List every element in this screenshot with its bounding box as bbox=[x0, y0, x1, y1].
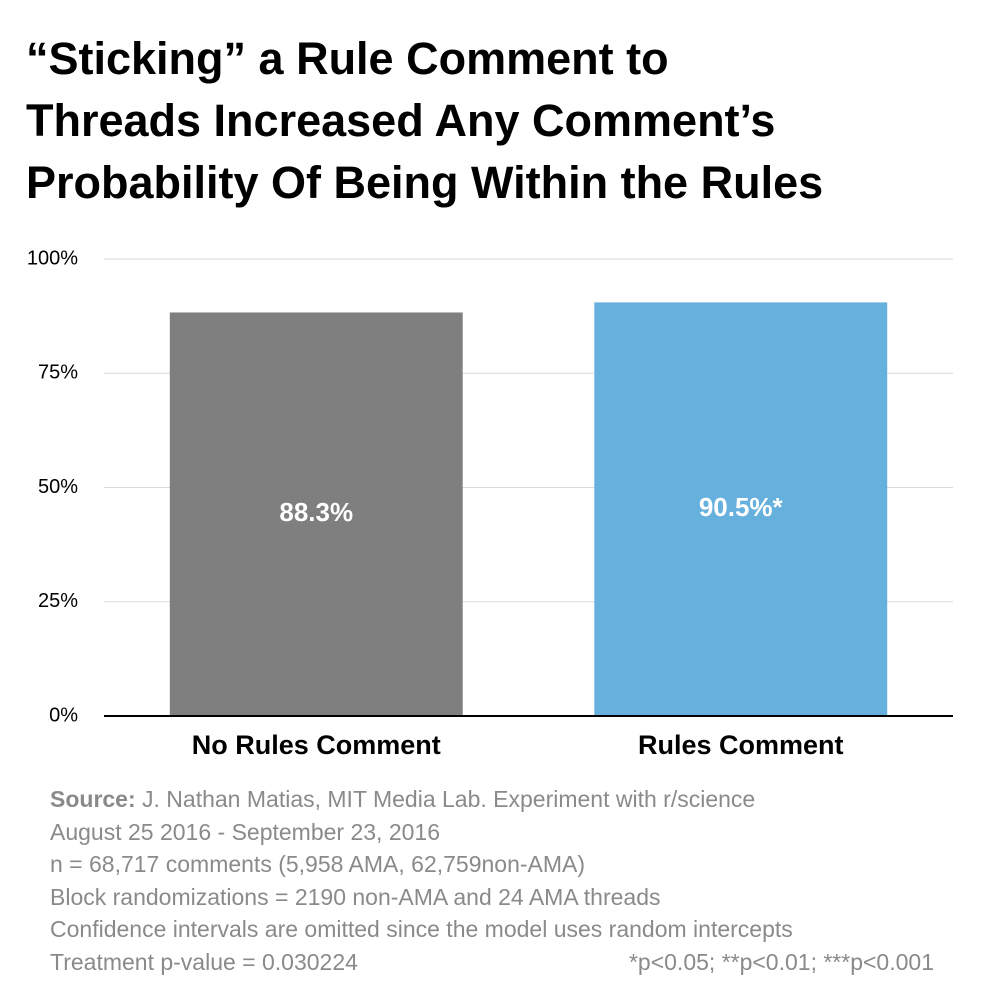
bars: 88.3% No Rules Comment 90.5%* Rules Comment bbox=[169, 302, 888, 760]
y-tick-label: 0% bbox=[49, 704, 78, 726]
bar-data-label: 90.5%* bbox=[699, 492, 784, 522]
chart-title: “Sticking” a Rule Comment to Threads Inc… bbox=[26, 28, 976, 214]
significance-legend: *p<0.05; **p<0.01; ***p<0.001 bbox=[628, 948, 934, 975]
confidence-interval-note: Confidence intervals are omitted since t… bbox=[50, 916, 793, 942]
bar bbox=[169, 312, 463, 716]
bar bbox=[594, 302, 888, 716]
chart-title-line: Threads Increased Any Comment’s bbox=[26, 95, 776, 146]
y-tick-label: 50% bbox=[38, 476, 78, 498]
source-text: J. Nathan Matias, MIT Media Lab. Experim… bbox=[135, 786, 756, 812]
x-category-label: Rules Comment bbox=[638, 730, 844, 760]
bar-chart: 0% 25% 50% 75% 100% 88.3% No Rules Comment 90.… bbox=[27, 247, 953, 760]
p-value-note: Treatment p-value = 0.030224 bbox=[50, 948, 358, 975]
chart-title-line: “Sticking” a Rule Comment to bbox=[26, 33, 669, 84]
source-notes: Source: J. Nathan Matias, MIT Media Lab.… bbox=[50, 783, 950, 978]
randomization-note: Block randomizations = 2190 non-AMA and … bbox=[50, 883, 661, 910]
source-line: Source: J. Nathan Matias, MIT Media Lab.… bbox=[50, 783, 950, 816]
y-tick-label: 25% bbox=[38, 590, 78, 612]
p-value-row: Treatment p-value = 0.030224 *p<0.05; **… bbox=[50, 946, 950, 979]
chart-title-line: Probability Of Being Within the Rules bbox=[26, 157, 824, 208]
source-label: Source: bbox=[50, 786, 136, 812]
sample-size-note: n = 68,717 comments (5,958 AMA, 62,759no… bbox=[50, 851, 586, 877]
bar-data-label: 88.3% bbox=[279, 497, 353, 527]
date-range-note: August 25 2016 - September 23, 2016 bbox=[50, 818, 441, 845]
y-tick-label: 100% bbox=[27, 247, 78, 269]
y-tick-label: 75% bbox=[38, 362, 78, 384]
x-category-label: No Rules Comment bbox=[192, 730, 441, 760]
